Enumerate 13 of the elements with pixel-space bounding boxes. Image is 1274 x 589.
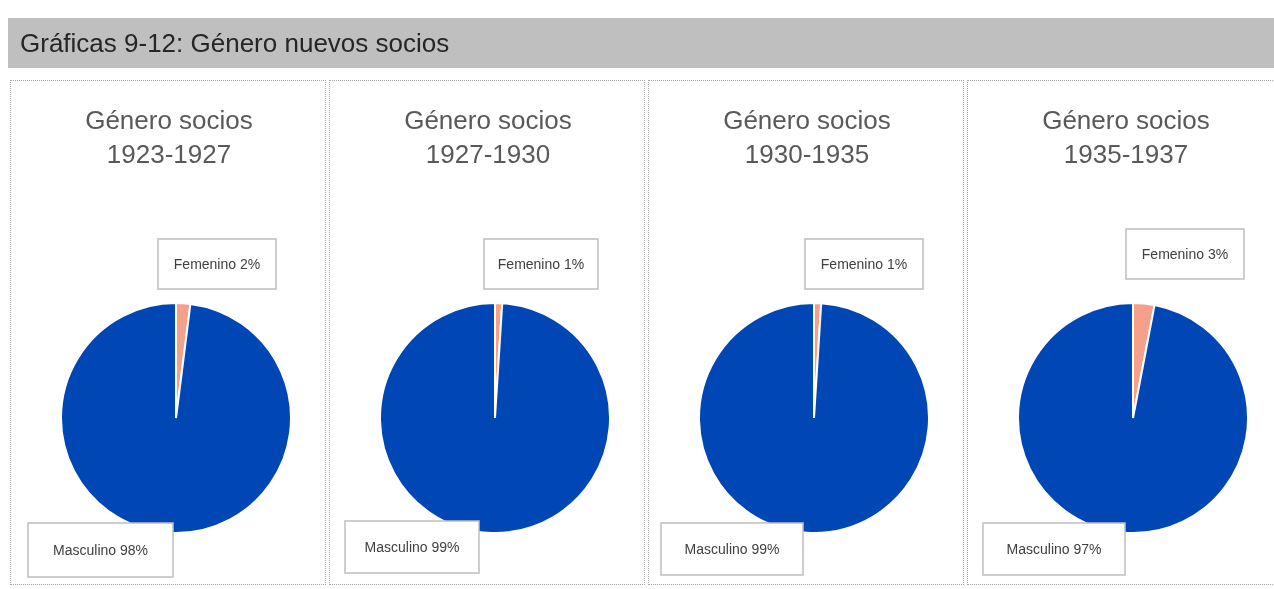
slice-label: Masculino 99% [364,539,460,555]
slice-label: Masculino 98% [53,542,148,558]
slice-label: Femenino 1% [497,256,585,272]
slice-label: Masculino 99% [684,541,780,557]
chart-title: Género socios 1930-1935 [722,104,892,171]
slice-label: Masculino 97% [1006,541,1102,557]
chart-title: Género socios 1927-1930 [403,104,573,171]
text: Gráficas 9-12: Género nuevos socios [8,18,1274,68]
slice-label: Femenino 3% [1141,246,1229,262]
slice-label: Femenino 2% [173,256,261,272]
chart-title: Género socios 1935-1937 [1041,104,1211,171]
slice-label: Femenino 1% [820,256,908,272]
chart-title: Género socios 1923-1927 [84,104,254,171]
